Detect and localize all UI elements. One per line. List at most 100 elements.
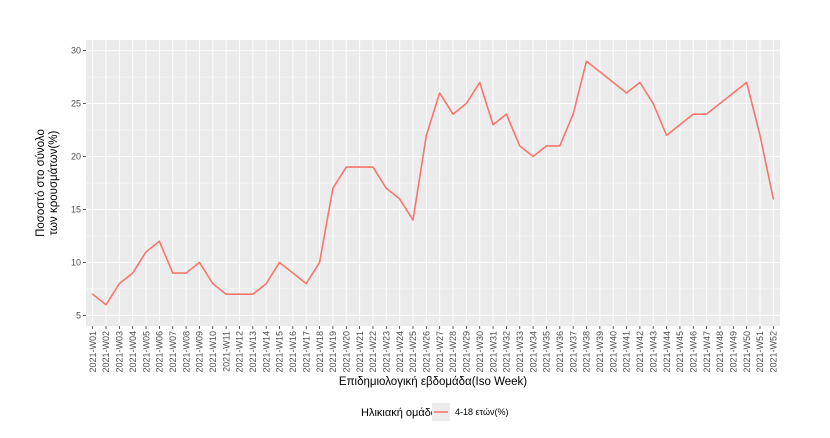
x-tick-label: 2021-W42 — [635, 331, 645, 373]
data-point — [519, 145, 521, 147]
x-tick-label: 2021-W20 — [341, 331, 351, 373]
x-axis-title: Επιδημιολογική εβδομάδα(Iso Week) — [339, 376, 527, 388]
data-point — [345, 166, 347, 168]
data-point — [225, 293, 227, 295]
x-tick-label: 2021-W24 — [395, 331, 405, 373]
x-tick-label: 2021-W41 — [622, 331, 632, 373]
data-point — [732, 92, 734, 94]
data-point — [452, 113, 454, 115]
x-tick-label: 2021-W22 — [368, 331, 378, 373]
data-point — [572, 113, 574, 115]
data-point — [91, 293, 93, 295]
y-tick-label: 30 — [71, 46, 81, 56]
y-tick-label: 15 — [71, 204, 81, 214]
data-point — [532, 155, 534, 157]
x-tick-label: 2021-W03 — [115, 331, 125, 373]
data-point — [212, 282, 214, 284]
legend-label: 4-18 ετών(%) — [455, 407, 508, 417]
x-tick-label: 2021-W45 — [675, 331, 685, 373]
data-point — [412, 219, 414, 221]
data-point — [305, 282, 307, 284]
x-tick-label: 2021-W43 — [648, 331, 658, 373]
x-tick-label: 2021-W21 — [355, 331, 365, 373]
data-point — [158, 240, 160, 242]
x-tick-label: 2021-W49 — [728, 331, 738, 373]
y-tick-label: 5 — [76, 310, 81, 320]
data-point — [692, 113, 694, 115]
x-tick-label: 2021-W28 — [448, 331, 458, 373]
x-tick-label: 2021-W07 — [168, 331, 178, 373]
data-point — [612, 81, 614, 83]
data-point — [665, 134, 667, 136]
x-tick-label: 2021-W44 — [662, 331, 672, 373]
x-tick-label: 2021-W10 — [208, 331, 218, 373]
x-tick-label: 2021-W48 — [715, 331, 725, 373]
x-tick-label: 2021-W40 — [608, 331, 618, 373]
data-point — [599, 71, 601, 73]
x-tick-label: 2021-W14 — [261, 331, 271, 373]
x-tick-label: 2021-W47 — [702, 331, 712, 373]
data-point — [318, 261, 320, 263]
data-point — [332, 187, 334, 189]
data-point — [639, 81, 641, 83]
legend: Ηλικιακή ομάδα 4-18 ετών(%) — [361, 403, 508, 421]
data-point — [679, 124, 681, 126]
x-tick-label: 2021-W29 — [462, 331, 472, 373]
x-tick-label: 2021-W15 — [275, 331, 285, 373]
legend-title: Ηλικιακή ομάδα — [361, 407, 438, 419]
y-tick-label: 25 — [71, 99, 81, 109]
data-point — [438, 92, 440, 94]
x-tick-label: 2021-W52 — [769, 331, 779, 373]
data-point — [705, 113, 707, 115]
x-tick-label: 2021-W19 — [328, 331, 338, 373]
x-tick-label: 2021-W12 — [235, 331, 245, 373]
series-line — [91, 60, 775, 306]
data-point — [492, 124, 494, 126]
y-axis-title: Ποσοστό στο σύνολο των κρουσμάτων(%) — [35, 129, 60, 237]
x-tick-label: 2021-W13 — [248, 331, 258, 373]
data-point — [238, 293, 240, 295]
x-tick-label: 2021-W16 — [288, 331, 298, 373]
data-point — [585, 60, 587, 62]
x-tick-label: 2021-W02 — [101, 331, 111, 373]
data-point — [105, 304, 107, 306]
data-point — [479, 81, 481, 83]
x-tick-label: 2021-W27 — [435, 331, 445, 373]
data-point — [385, 187, 387, 189]
x-tick-label: 2021-W38 — [582, 331, 592, 373]
x-axis: 2021-W01 2021-W02 2021-W03 2021-W04 2021-W05… — [88, 326, 779, 373]
data-point — [719, 102, 721, 104]
y-axis-title-line-1: Ποσοστό στο σύνολο — [35, 129, 47, 237]
data-point — [425, 134, 427, 136]
series-layer — [91, 60, 775, 306]
x-tick-label: 2021-W23 — [381, 331, 391, 373]
x-tick-label: 2021-W36 — [555, 331, 565, 373]
grid-minor — [86, 76, 780, 290]
x-tick-label: 2021-W09 — [195, 331, 205, 373]
x-tick-label: 2021-W31 — [488, 331, 498, 373]
x-tick-label: 2021-W06 — [155, 331, 165, 373]
data-point — [545, 145, 547, 147]
data-point — [172, 272, 174, 274]
data-point — [185, 272, 187, 274]
x-tick-label: 2021-W39 — [595, 331, 605, 373]
grid-major — [86, 40, 780, 326]
x-tick-label: 2021-W17 — [301, 331, 311, 373]
y-tick-label: 20 — [71, 152, 81, 162]
data-point — [292, 272, 294, 274]
data-point — [625, 92, 627, 94]
x-tick-label: 2021-W35 — [542, 331, 552, 373]
x-tick-label: 2021-W08 — [181, 331, 191, 373]
data-point — [265, 282, 267, 284]
x-tick-label: 2021-W11 — [221, 331, 231, 372]
data-point — [372, 166, 374, 168]
x-tick-label: 2021-W34 — [528, 331, 538, 373]
x-tick-label: 2021-W30 — [475, 331, 485, 373]
data-point — [745, 81, 747, 83]
x-tick-label: 2021-W33 — [515, 331, 525, 373]
data-point — [398, 198, 400, 200]
data-point — [145, 251, 147, 253]
data-point — [505, 113, 507, 115]
x-tick-label: 2021-W37 — [568, 331, 578, 373]
